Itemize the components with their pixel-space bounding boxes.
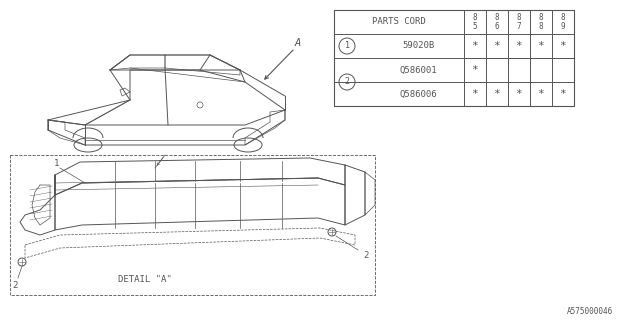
Text: 8
5: 8 5: [473, 13, 477, 31]
Text: 8
7: 8 7: [516, 13, 522, 31]
Text: *: *: [538, 89, 545, 99]
Text: *: *: [559, 89, 566, 99]
Text: A: A: [295, 38, 301, 48]
Text: 2: 2: [344, 77, 349, 86]
Text: 1: 1: [54, 158, 60, 167]
Text: 8
9: 8 9: [561, 13, 565, 31]
Text: DETAIL "A": DETAIL "A": [118, 276, 172, 284]
Text: A575000046: A575000046: [567, 308, 613, 316]
Text: 8
6: 8 6: [495, 13, 499, 31]
Text: PARTS CORD: PARTS CORD: [372, 18, 426, 27]
Text: *: *: [472, 41, 478, 51]
Text: *: *: [472, 89, 478, 99]
Text: Q586001: Q586001: [400, 66, 437, 75]
Text: Q586006: Q586006: [400, 90, 437, 99]
Text: *: *: [493, 41, 500, 51]
Text: *: *: [472, 65, 478, 75]
Text: 1: 1: [344, 42, 349, 51]
Text: *: *: [516, 41, 522, 51]
Text: *: *: [538, 41, 545, 51]
Text: *: *: [516, 89, 522, 99]
Text: 8
8: 8 8: [539, 13, 543, 31]
Text: *: *: [493, 89, 500, 99]
Text: 2: 2: [12, 281, 18, 290]
Text: 2: 2: [363, 251, 369, 260]
Text: 59020B: 59020B: [403, 42, 435, 51]
Text: *: *: [559, 41, 566, 51]
